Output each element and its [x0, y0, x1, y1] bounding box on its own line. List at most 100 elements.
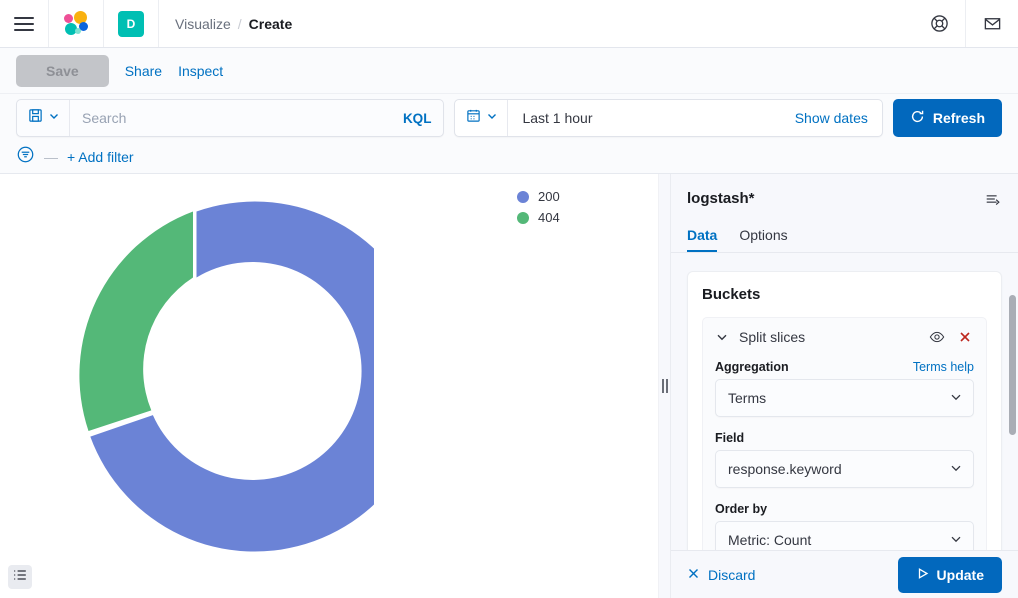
buckets-heading: Buckets — [702, 286, 761, 303]
drag-handle-icon — [665, 379, 668, 393]
visualization-pane: 200 404 — [0, 174, 658, 598]
saved-query-floppy-icon[interactable] — [28, 108, 43, 128]
breadcrumb-item-visualize[interactable]: Visualize — [175, 15, 231, 32]
legend-toggle-button[interactable] — [8, 565, 32, 589]
bucket-agg-header: Split slices — [715, 328, 974, 346]
donut-slice-200[interactable] — [90, 201, 374, 552]
mail-button[interactable] — [966, 0, 1018, 47]
editor-scrollbar-thumb[interactable] — [1009, 295, 1016, 435]
order-by-label: Order by — [715, 502, 768, 516]
elastic-logo-button[interactable] — [49, 0, 104, 47]
date-picker[interactable]: Last 1 hour Show dates — [454, 99, 883, 137]
legend-list-icon[interactable] — [13, 568, 27, 587]
legend-color-swatch — [517, 190, 529, 203]
legend-label: 404 — [538, 210, 560, 225]
elastic-logo-icon — [63, 10, 89, 37]
show-dates-button[interactable]: Show dates — [794, 110, 868, 126]
main-content: 200 404 — [0, 174, 1018, 598]
header-spacer — [292, 0, 913, 47]
donut-chart: 200 404 — [19, 186, 639, 586]
mail-envelope-icon[interactable] — [980, 12, 1004, 36]
index-pattern-title: logstash* — [687, 190, 755, 207]
filter-funnel-icon[interactable] — [16, 145, 35, 169]
bucket-agg-split-slices: Split slices — [702, 317, 987, 550]
tab-data[interactable]: Data — [687, 227, 717, 252]
refresh-icon — [910, 109, 925, 127]
order-by-value: Metric: Count — [728, 532, 812, 548]
discard-label: Discard — [708, 566, 756, 583]
editor-tabs: Data Options — [671, 213, 1018, 253]
field-label: Field — [715, 431, 745, 445]
filter-bar: — + Add filter — [0, 140, 1018, 174]
drag-handle-icon — [661, 379, 664, 393]
order-by-label-row: Order by — [715, 502, 974, 516]
order-by-row: Order by Metric: Count — [715, 502, 974, 550]
chevron-down-icon[interactable] — [48, 109, 60, 127]
help-life-ring-icon[interactable] — [927, 12, 951, 36]
inspect-button[interactable]: Inspect — [178, 62, 224, 79]
calendar-icon[interactable] — [466, 108, 481, 128]
search-input[interactable] — [70, 110, 391, 126]
field-label-row: Field — [715, 431, 974, 445]
aggregation-label-row: Aggregation Terms help — [715, 360, 974, 374]
editor-footer: Discard Update — [671, 550, 1018, 598]
close-x-icon — [687, 567, 700, 583]
breadcrumb-item-create[interactable]: Create — [248, 15, 293, 32]
legend-item-404[interactable]: 404 — [517, 210, 560, 225]
collapse-panel-arrow-icon[interactable] — [984, 190, 1002, 213]
field-row: Field response.keyword — [715, 431, 974, 488]
hamburger-menu-icon[interactable] — [14, 16, 34, 31]
aggregation-select[interactable]: Terms — [715, 379, 974, 417]
terms-help-link[interactable]: Terms help — [912, 360, 974, 374]
chevron-down-icon — [949, 461, 963, 478]
tab-options[interactable]: Options — [739, 227, 788, 243]
saved-query-button[interactable] — [17, 100, 70, 136]
update-label: Update — [936, 566, 984, 583]
space-selector-button[interactable]: D — [104, 0, 159, 47]
date-range-value[interactable]: Last 1 hour — [522, 110, 593, 126]
refresh-button[interactable]: Refresh — [892, 99, 1003, 137]
query-language-button[interactable]: KQL — [402, 110, 432, 126]
chevron-down-icon[interactable] — [715, 330, 729, 344]
eye-toggle-icon[interactable] — [928, 328, 946, 346]
search-bar[interactable]: KQL — [16, 99, 445, 137]
space-avatar[interactable]: D — [118, 10, 144, 37]
date-quick-select-button[interactable] — [455, 100, 509, 136]
legend-item-200[interactable]: 200 — [517, 189, 560, 204]
update-button[interactable]: Update — [897, 556, 1002, 593]
field-select[interactable]: response.keyword — [715, 450, 974, 488]
panel-resize-handle[interactable] — [658, 174, 670, 598]
aggregation-label: Aggregation — [715, 360, 789, 374]
chart-legend: 200 404 — [517, 189, 560, 225]
chevron-down-icon — [949, 390, 963, 407]
share-button[interactable]: Share — [124, 62, 163, 79]
field-value: response.keyword — [728, 461, 842, 477]
visualization-editor-panel: logstash* Data Options Buckets — [670, 174, 1018, 598]
filter-separator: — — [44, 148, 58, 165]
legend-color-swatch — [517, 211, 529, 224]
save-button[interactable]: Save — [16, 54, 109, 87]
buckets-panel: Buckets Split slices — [687, 271, 1002, 550]
breadcrumb-separator: / — [237, 15, 242, 32]
discard-button[interactable]: Discard — [687, 567, 755, 583]
aggregation-field-row: Aggregation Terms help Terms — [715, 360, 974, 417]
bucket-agg-title[interactable]: Split slices — [739, 329, 806, 345]
aggregation-value: Terms — [728, 390, 767, 406]
play-triangle-icon — [916, 567, 929, 583]
breadcrumb: Visualize / Create — [159, 0, 292, 47]
help-button[interactable] — [913, 0, 966, 47]
remove-x-icon[interactable] — [956, 328, 974, 346]
refresh-label: Refresh — [932, 110, 986, 126]
query-bar: KQL Last 1 — [0, 94, 1018, 140]
editor-body: Buckets Split slices — [671, 253, 1018, 550]
donut-chart-svg[interactable] — [19, 194, 374, 579]
chevron-down-icon[interactable] — [486, 109, 498, 127]
top-action-bar: Save Share Inspect — [0, 48, 1018, 94]
donut-slice-404[interactable] — [79, 211, 193, 432]
editor-header: logstash* — [671, 174, 1018, 213]
global-header: D Visualize / Create — [0, 0, 1018, 48]
order-by-select[interactable]: Metric: Count — [715, 521, 974, 550]
menu-button[interactable] — [0, 0, 49, 47]
add-filter-button[interactable]: + Add filter — [67, 148, 134, 165]
